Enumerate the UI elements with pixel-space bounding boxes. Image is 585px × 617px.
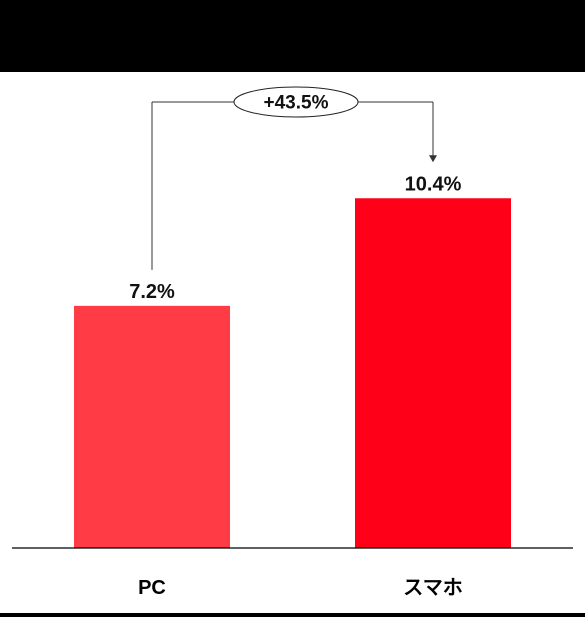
category-label-smartphone: スマホ (403, 577, 462, 599)
value-label-smartphone: 10.4% (405, 173, 462, 195)
bar-pc (74, 305, 230, 548)
bar-smartphone (355, 198, 511, 549)
connector-arrowhead (429, 155, 437, 163)
value-label-pc: 7.2% (129, 281, 175, 303)
header-band (0, 0, 585, 72)
bars (74, 198, 511, 549)
growth-label: +43.5% (264, 93, 329, 114)
category-label-pc: PC (138, 577, 166, 599)
growth-ellipse (233, 86, 359, 118)
labels: 7.2% PC 10.4% スマホ (129, 173, 463, 599)
growth-connector (151, 101, 437, 270)
bottom-rule (0, 613, 585, 617)
growth-annotation: +43.5% (233, 86, 359, 118)
